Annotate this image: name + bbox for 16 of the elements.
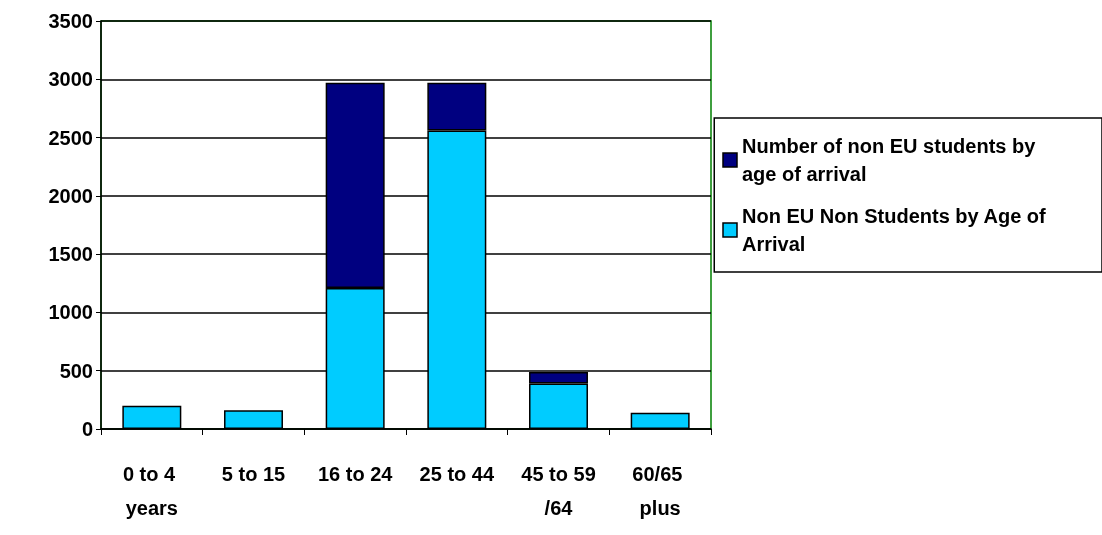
x-tick-label: 25 to 44	[419, 463, 495, 485]
legend-label: Non EU Non Students by Age of Arrival	[742, 205, 1052, 255]
y-tick-label: 2500	[48, 126, 93, 149]
y-tick-label: 1500	[48, 243, 93, 266]
y-tick-label: 0	[81, 418, 93, 440]
x-tick-label: 45 to 59/64	[521, 463, 596, 519]
legend-label: Number of non EU students by age of arrival	[742, 135, 1041, 185]
x-tick-label: 0 to 4 years	[122, 463, 181, 519]
x-tick-label: 16 to 24	[317, 463, 394, 485]
x-tick-label: 60/65 plus	[632, 463, 688, 519]
y-tick-label: 3000	[48, 68, 93, 91]
y-tick-label: 2000	[48, 184, 93, 207]
y-tick-label: 500	[59, 359, 93, 382]
x-tick-label: 5 to 15	[221, 463, 286, 485]
y-tick-label: 1000	[48, 301, 93, 324]
y-tick-label: 3500	[48, 10, 93, 32]
